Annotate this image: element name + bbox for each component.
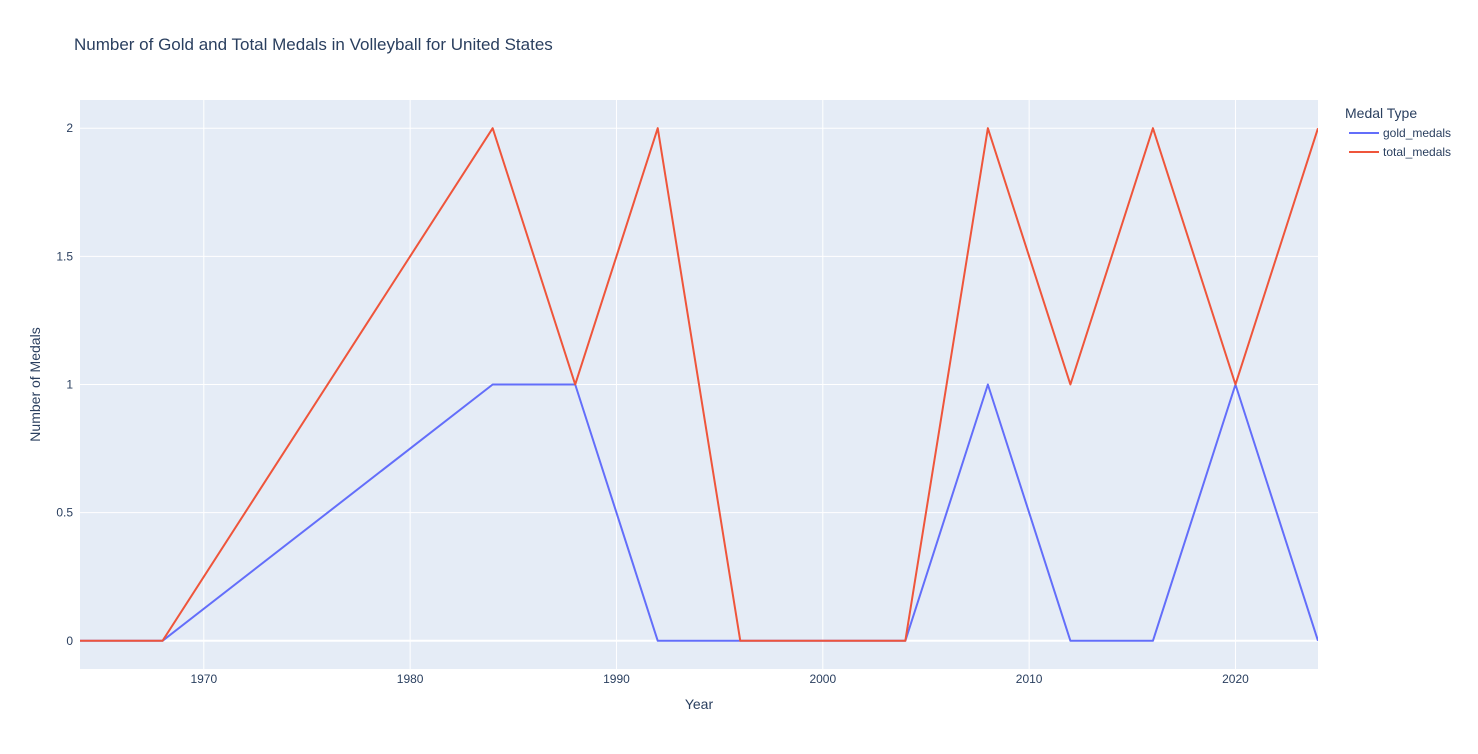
x-tick-label: 1980: [397, 672, 424, 686]
legend-title: Medal Type: [1345, 105, 1417, 121]
x-tick-label: 2000: [809, 672, 836, 686]
legend-label[interactable]: total_medals: [1383, 145, 1451, 159]
y-tick-label: 2: [66, 121, 73, 135]
y-tick-label: 1: [66, 378, 73, 392]
tick-layer: 1970 1980 1990 2000 2010 2020 0 0.5 1 1.5 2: [56, 121, 1249, 686]
x-tick-label: 2010: [1016, 672, 1043, 686]
chart-title: Number of Gold and Total Medals in Volle…: [74, 35, 553, 54]
x-axis-title: Year: [685, 696, 714, 712]
x-tick-label: 2020: [1222, 672, 1249, 686]
legend-label[interactable]: gold_medals: [1383, 126, 1451, 140]
y-tick-label: 0.5: [56, 506, 73, 520]
y-axis-title: Number of Medals: [27, 327, 43, 441]
x-tick-label: 1970: [190, 672, 217, 686]
y-tick-label: 1.5: [56, 249, 73, 263]
legend: Medal Type gold_medals total_medals: [1345, 105, 1451, 159]
x-tick-label: 1990: [603, 672, 630, 686]
y-tick-label: 0: [66, 634, 73, 648]
series-line-total-medals: [80, 127, 1318, 642]
legend-items: gold_medals total_medals: [1349, 126, 1451, 159]
series-layer: [80, 127, 1318, 642]
